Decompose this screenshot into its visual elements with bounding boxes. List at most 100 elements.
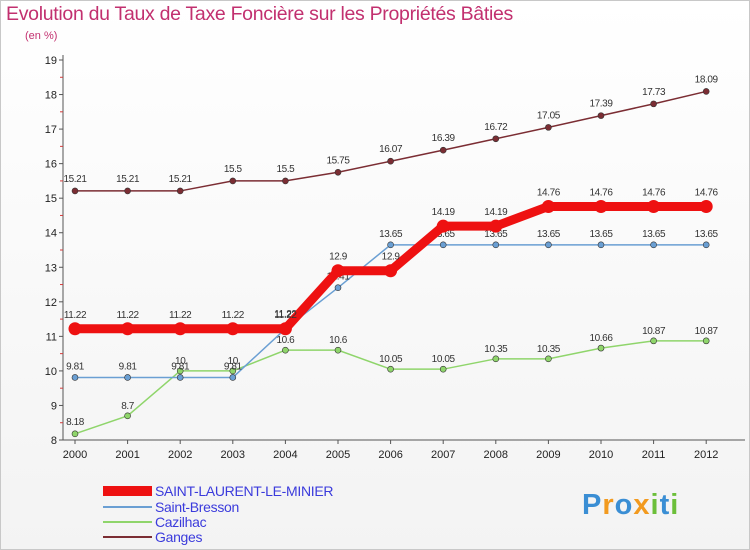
data-point-ganges xyxy=(650,100,657,108)
data-point-cazilhac xyxy=(492,355,500,363)
data-label-ganges: 15.21 xyxy=(116,174,140,185)
y-tick-label: 19 xyxy=(45,55,57,67)
data-label-cazilhac: 10.35 xyxy=(484,344,508,355)
chart-subtitle: (en %) xyxy=(25,30,58,42)
data-label-ganges: 17.05 xyxy=(537,110,561,121)
logo-letter: i xyxy=(650,489,660,521)
y-tick-label: 13 xyxy=(45,262,57,274)
y-tick-label: 12 xyxy=(45,297,57,309)
data-label-cazilhac: 8.7 xyxy=(121,401,135,412)
logo-letter: x xyxy=(633,489,651,521)
data-point-cazilhac xyxy=(387,365,394,373)
data-point-saint-laurent-le-minier xyxy=(278,322,292,336)
data-point-ganges xyxy=(124,187,131,195)
x-tick-label: 2005 xyxy=(326,449,350,461)
y-tick-label: 9 xyxy=(51,400,57,412)
data-point-saint-bresson xyxy=(597,241,605,249)
data-label-ganges: 15.5 xyxy=(276,164,295,175)
data-label-ganges: 15.21 xyxy=(63,174,87,185)
data-label-ganges: 17.39 xyxy=(589,99,613,110)
legend-label-saint-bresson: Saint-Bresson xyxy=(155,499,240,515)
data-point-saint-laurent-le-minier xyxy=(331,264,345,278)
data-point-saint-laurent-le-minier xyxy=(173,322,187,336)
data-point-saint-laurent-le-minier xyxy=(384,264,398,278)
data-point-ganges xyxy=(334,168,342,176)
data-label-ganges: 16.39 xyxy=(432,133,456,144)
y-tick-label: 15 xyxy=(45,193,57,205)
x-tick-label: 2001 xyxy=(115,449,139,461)
data-label-saint-laurent-le-minier: 14.19 xyxy=(432,207,456,218)
data-label-cazilhac: 10.05 xyxy=(432,354,456,365)
x-tick-label: 2000 xyxy=(63,449,87,461)
data-point-ganges xyxy=(545,124,552,131)
data-label-cazilhac: 10.87 xyxy=(642,326,666,337)
data-point-cazilhac xyxy=(71,430,79,438)
data-point-saint-bresson xyxy=(702,241,710,249)
data-point-saint-laurent-le-minier xyxy=(489,219,503,233)
data-label-saint-laurent-le-minier: 11.22 xyxy=(64,310,87,321)
data-label-ganges: 18.09 xyxy=(695,74,719,85)
x-tick-label: 2011 xyxy=(642,449,666,461)
data-point-ganges xyxy=(492,135,500,143)
data-point-saint-laurent-le-minier xyxy=(699,199,713,213)
data-point-ganges xyxy=(176,187,184,195)
legend-label-cazilhac: Cazilhac xyxy=(155,514,207,530)
data-label-saint-bresson: 13.65 xyxy=(537,229,561,240)
data-label-cazilhac: 8.18 xyxy=(66,417,85,428)
logo-letter: r xyxy=(602,489,615,521)
chart-title: Evolution du Taux de Taxe Foncière sur l… xyxy=(6,3,513,25)
data-point-cazilhac xyxy=(229,367,237,375)
data-point-saint-laurent-le-minier xyxy=(121,322,135,336)
data-point-saint-laurent-le-minier xyxy=(226,322,240,336)
data-label-cazilhac: 10.6 xyxy=(276,335,295,346)
data-point-cazilhac xyxy=(597,344,605,352)
data-label-saint-bresson: 11.22 xyxy=(274,309,297,320)
data-label-ganges: 15.21 xyxy=(169,174,193,185)
data-point-saint-bresson xyxy=(176,374,184,381)
data-label-cazilhac: 10 xyxy=(175,356,186,367)
data-label-ganges: 15.5 xyxy=(224,164,243,175)
data-point-ganges xyxy=(702,88,710,95)
x-tick-label: 2009 xyxy=(536,449,560,461)
y-tick-label: 10 xyxy=(45,366,57,378)
data-point-saint-laurent-le-minier xyxy=(436,219,450,233)
data-label-saint-laurent-le-minier: 11.22 xyxy=(222,310,245,321)
data-point-saint-laurent-le-minier xyxy=(594,199,608,213)
data-label-saint-bresson: 13.65 xyxy=(432,229,456,240)
y-tick-label: 16 xyxy=(45,159,57,171)
data-point-saint-bresson xyxy=(124,374,131,381)
data-label-saint-laurent-le-minier: 14.19 xyxy=(484,207,508,218)
proxiti-logo: Proxiti xyxy=(582,489,679,522)
data-label-saint-bresson: 13.65 xyxy=(379,229,403,240)
data-label-ganges: 15.75 xyxy=(326,155,350,166)
data-label-saint-bresson: 9.81 xyxy=(171,361,190,372)
data-label-saint-laurent-le-minier: 14.76 xyxy=(589,187,613,198)
data-label-saint-bresson: 9.81 xyxy=(66,361,85,372)
x-tick-label: 2008 xyxy=(484,449,508,461)
y-tick-label: 8 xyxy=(51,435,57,447)
y-tick-label: 14 xyxy=(45,228,57,240)
data-point-saint-bresson xyxy=(334,284,342,291)
data-label-saint-bresson: 13.65 xyxy=(642,229,666,240)
x-tick-label: 2007 xyxy=(431,449,455,461)
x-tick-label: 2012 xyxy=(694,449,718,461)
data-label-cazilhac: 10 xyxy=(228,356,239,367)
data-point-ganges xyxy=(282,177,289,185)
y-tick-label: 18 xyxy=(45,90,57,102)
data-label-saint-laurent-le-minier: 11.22 xyxy=(116,310,139,321)
data-label-ganges: 16.72 xyxy=(484,122,508,133)
data-point-saint-bresson xyxy=(387,241,394,249)
data-point-cazilhac xyxy=(334,346,342,354)
x-tick-label: 2003 xyxy=(221,449,245,461)
data-label-saint-bresson: 9.81 xyxy=(119,361,138,372)
data-label-saint-laurent-le-minier: 11.22 xyxy=(169,310,192,321)
data-point-ganges xyxy=(229,177,237,185)
data-label-saint-bresson: 13.65 xyxy=(484,229,508,240)
data-label-saint-laurent-le-minier: 14.76 xyxy=(537,187,561,198)
data-point-saint-laurent-le-minier xyxy=(68,322,82,336)
data-label-saint-laurent-le-minier: 14.76 xyxy=(642,187,666,198)
logo-letter: t xyxy=(659,489,671,521)
data-point-cazilhac xyxy=(545,355,552,363)
data-point-ganges xyxy=(387,157,394,165)
